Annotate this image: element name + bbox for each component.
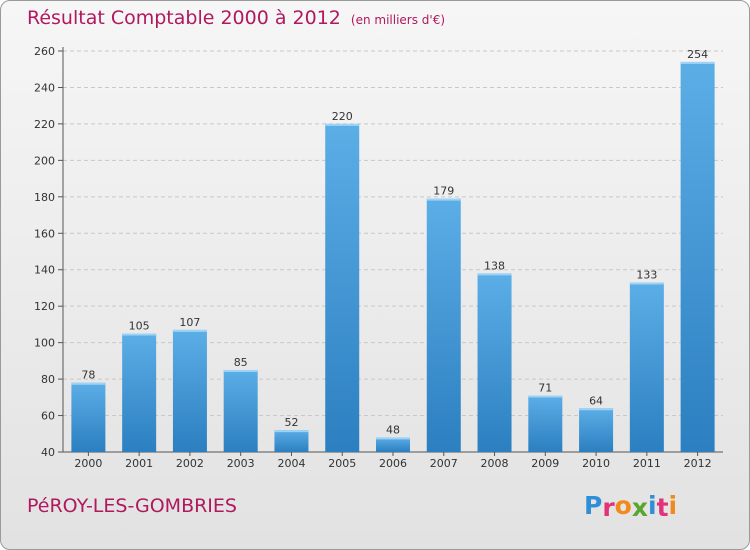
bar-highlight	[477, 273, 512, 276]
bar-highlight	[223, 369, 258, 372]
bar-2003	[223, 369, 258, 452]
y-tick-label: 100	[34, 337, 55, 350]
logo-letter: t	[656, 493, 669, 522]
chart-title: Résultat Comptable 2000 à 2012	[27, 7, 341, 29]
logo-letter: x	[631, 493, 648, 522]
title-row: Résultat Comptable 2000 à 2012 (en millie…	[27, 7, 445, 29]
bars	[71, 61, 715, 452]
bar-2011	[629, 282, 664, 452]
chart-subtitle: (en milliers d'€)	[350, 13, 446, 27]
data-label: 105	[129, 320, 150, 333]
x-tick-label: 2008	[481, 457, 509, 470]
bar-highlight	[325, 123, 360, 126]
x-tick-label: 2011	[633, 457, 661, 470]
x-tick-label: 2006	[379, 457, 407, 470]
bar-2005	[325, 123, 360, 452]
bar-highlight	[122, 333, 157, 336]
y-tick-label: 260	[34, 45, 55, 58]
y-tick-label: 160	[34, 227, 55, 240]
logo-letter: P	[584, 491, 603, 520]
bar-2000	[71, 382, 106, 452]
y-tick-label: 200	[34, 154, 55, 167]
bar-2007	[426, 198, 461, 452]
bar-highlight	[426, 198, 461, 201]
data-label: 78	[81, 369, 95, 382]
bar-2006	[376, 437, 410, 452]
data-label: 133	[636, 268, 657, 281]
bar-highlight	[274, 430, 309, 433]
data-label: 64	[589, 394, 603, 407]
x-tick-label: 2001	[125, 457, 153, 470]
place-name: PéROY-LES-GOMBRIES	[27, 495, 237, 517]
data-label: 71	[538, 381, 552, 394]
logo-letter: o	[614, 491, 632, 520]
x-tick-label: 2010	[582, 457, 610, 470]
bar-2008	[477, 273, 512, 452]
bar-highlight	[528, 395, 563, 398]
x-tick-label: 2000	[74, 457, 102, 470]
bar-2004	[274, 430, 309, 452]
data-label: 220	[332, 110, 353, 123]
y-tick-label: 180	[34, 191, 55, 204]
data-label: 48	[386, 423, 400, 436]
bar-highlight	[71, 382, 106, 385]
x-tick-label: 2002	[176, 457, 204, 470]
x-tick-label: 2012	[684, 457, 712, 470]
bar-2002	[172, 329, 207, 452]
bar-2009	[528, 395, 563, 452]
logo-letter: i	[648, 491, 657, 520]
data-label: 85	[234, 356, 248, 369]
y-tick-label: 220	[34, 118, 55, 131]
y-tick-label: 120	[34, 300, 55, 313]
bar-highlight	[376, 437, 410, 440]
logo-letter: i	[668, 491, 678, 520]
x-tick-label: 2004	[277, 457, 305, 470]
y-tick-label: 80	[41, 373, 55, 386]
x-tick-label: 2005	[328, 457, 356, 470]
proxiti-logo: Proxiti	[584, 491, 678, 522]
data-label: 138	[484, 259, 505, 272]
x-tick-label: 2007	[430, 457, 458, 470]
y-tick-label: 240	[34, 81, 55, 94]
data-label: 179	[433, 185, 454, 198]
x-tick-label: 2003	[227, 457, 255, 470]
y-tick-label: 60	[41, 410, 55, 423]
bar-highlight	[680, 61, 715, 64]
data-label: 107	[179, 316, 200, 329]
y-tick-label: 140	[34, 264, 55, 277]
logo-letter: r	[602, 493, 615, 522]
y-tick-label: 40	[41, 446, 55, 459]
bar-highlight	[629, 282, 664, 285]
x-tick-label: 2009	[531, 457, 559, 470]
data-label: 52	[284, 416, 298, 429]
data-label: 254	[687, 48, 708, 61]
bar-highlight	[579, 408, 614, 411]
bar-2012	[680, 61, 715, 452]
bar-2001	[122, 333, 157, 452]
grid-lines	[63, 50, 723, 417]
data-labels: 78 105 107 85 52 220 48 179 138 71 64 133 254	[81, 48, 708, 436]
bar-highlight	[172, 329, 207, 332]
bar-2010	[579, 408, 614, 452]
